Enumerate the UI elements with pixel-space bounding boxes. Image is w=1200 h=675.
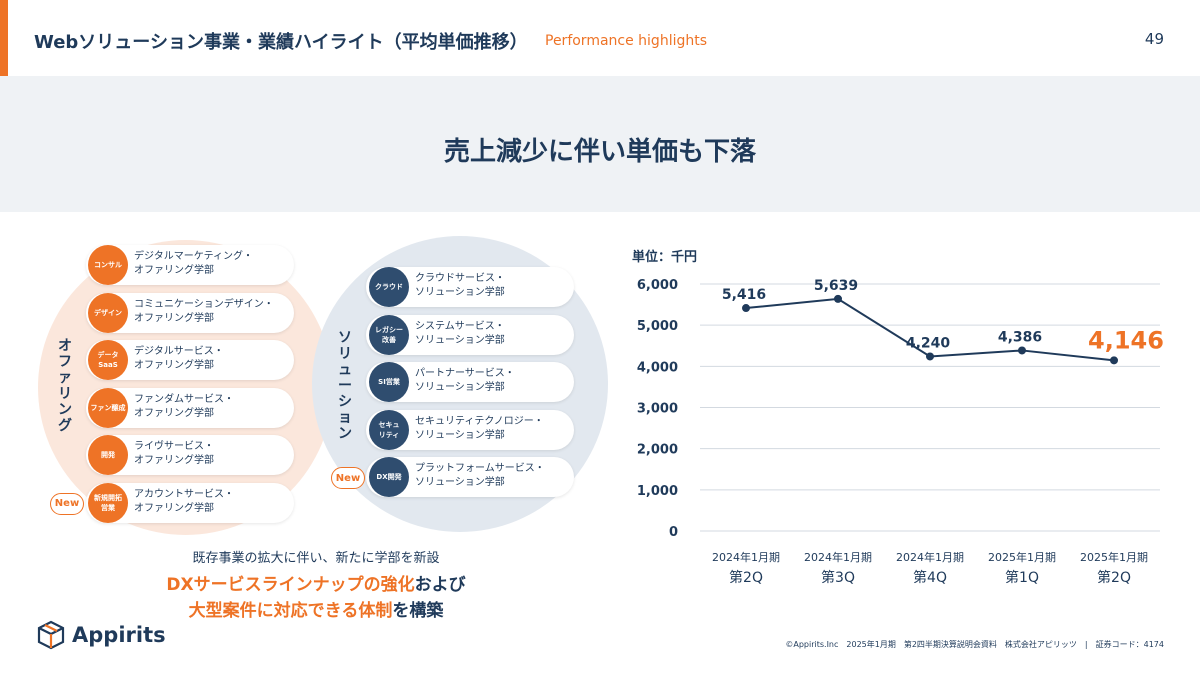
solution-vertical-label: ソリューション <box>336 330 354 442</box>
x-tick-label-quarter: 第3Q <box>821 569 855 586</box>
vertical-label-char: リ <box>338 346 352 362</box>
offering-item-label: デジタルマーケティング・ オファリング学部 <box>134 251 253 276</box>
offering-item-badge: データ SaaS <box>88 340 128 380</box>
x-tick-label-period: 2025年1月期 <box>1080 550 1148 564</box>
footer-text: ©Appirits.Inc 2025年1月期 第2四半期決算説明会資料 株式会社… <box>785 640 1164 649</box>
solution-item-label: クラウドサービス・ ソリューション学部 <box>415 273 505 298</box>
data-point <box>834 294 842 303</box>
headline-text: 売上減少に伴い単価も下落 <box>443 137 756 167</box>
company-logo: Appirits <box>36 620 166 650</box>
x-tick-label-quarter: 第2Q <box>1097 569 1131 586</box>
data-label: 4,386 <box>998 329 1042 345</box>
offering-item-label: ライヴサービス・ オファリング学部 <box>134 441 214 466</box>
solution-item-label: セキュリティテクノロジー・ ソリューション学部 <box>415 415 544 441</box>
solution-item-badge: セキュ リティ <box>369 409 409 450</box>
vertical-label-char: フ <box>58 354 72 370</box>
data-point <box>742 304 750 313</box>
y-tick-label: 5,000 <box>637 319 678 334</box>
solution-item-badge: レガシー 改善 <box>369 314 409 355</box>
x-tick-label-quarter: 第4Q <box>913 569 947 586</box>
y-tick-label: 3,000 <box>637 402 678 417</box>
data-label: 4,240 <box>906 335 951 351</box>
offering-item-label: コミュニケーションデザイン・ オファリング学部 <box>134 298 274 324</box>
x-tick-label-period: 2024年1月期 <box>896 550 964 564</box>
page-subtitle: Performance highlights <box>545 33 708 49</box>
x-tick-label-period: 2024年1月期 <box>804 550 872 564</box>
caption-line1: 既存事業の拡大に伴い、新たに学部を新設 <box>192 551 440 566</box>
offering-vertical-label: オファリング <box>56 338 74 434</box>
vertical-label-char: リ <box>58 386 72 402</box>
chart-unit-label: 単位：千円 <box>632 250 698 265</box>
vertical-label-char: ン <box>58 402 72 418</box>
logo-text: Appirits <box>72 623 166 647</box>
vertical-label-char: ョ <box>338 410 352 426</box>
y-tick-label: 2,000 <box>637 443 678 458</box>
solution-item-label: システムサービス・ ソリューション学部 <box>415 320 505 346</box>
vertical-label-char: シ <box>338 394 352 410</box>
data-point <box>1018 346 1026 355</box>
data-label: 5,639 <box>814 278 858 294</box>
y-tick-label: 0 <box>669 525 678 540</box>
offering-item-label: ファンダムサービス・ オファリング学部 <box>134 393 234 419</box>
solution-item-badge: DX開発 <box>369 457 409 497</box>
offering-item-badge: ファン醸成 <box>88 387 128 428</box>
new-tag: New <box>331 467 365 489</box>
caption-line2-rest: および <box>414 575 466 595</box>
vertical-label-char: ン <box>338 426 352 442</box>
caption-line3: 大型案件に対応できる体制を構築 <box>96 596 536 621</box>
page-title: Webソリューション事業・業績ハイライト（平均単価推移） <box>34 32 528 53</box>
caption-line3-rest: を構築 <box>392 601 444 621</box>
data-point <box>1110 356 1118 365</box>
offering-item-badge: デザイン <box>88 292 128 333</box>
offering-item-label: デジタルサービス・ オファリング学部 <box>134 346 224 371</box>
vertical-label-char: オ <box>58 338 72 354</box>
caption-line2: DXサービスラインナップの強化および <box>96 570 536 595</box>
x-tick-label-quarter: 第1Q <box>1005 569 1039 586</box>
caption-line3-highlight: 大型案件に対応できる体制 <box>188 601 393 621</box>
vertical-label-char: ァ <box>58 370 72 386</box>
y-tick-label: 4,000 <box>637 360 678 375</box>
offering-item-badge: 開発 <box>88 435 128 475</box>
data-label: 4,146 <box>1088 326 1164 354</box>
x-tick-label-quarter: 第2Q <box>729 569 763 586</box>
offering-item-badge: 新規開拓 営業 <box>88 482 128 523</box>
vertical-label-char: ソ <box>338 330 352 346</box>
header-accent-bar <box>0 0 8 76</box>
vertical-label-char: ュ <box>338 362 352 378</box>
unit-price-line-chart: 0 1,000 2,000 3,000 4,000 5,000 6,000 5,416 2024… <box>637 278 1164 586</box>
data-label: 5,416 <box>722 287 766 303</box>
x-tick-label-period: 2024年1月期 <box>712 550 780 564</box>
vertical-label-char: ー <box>338 378 352 394</box>
page-number: 49 <box>1144 30 1164 48</box>
offering-item-label: アカウントサービス・ オファリング学部 <box>134 488 234 514</box>
x-tick-label-period: 2025年1月期 <box>988 550 1056 564</box>
appirits-cube-icon <box>37 620 65 650</box>
offering-item-badge: コンサル <box>88 245 128 285</box>
y-tick-label: 1,000 <box>637 484 678 499</box>
vertical-label-char: グ <box>58 418 72 434</box>
y-tick-label: 6,000 <box>637 278 678 293</box>
new-tag: New <box>50 492 84 515</box>
solution-item-label: プラットフォームサービス・ ソリューション学部 <box>415 463 545 488</box>
headline-banner <box>0 76 1200 212</box>
caption-line2-highlight: DXサービスラインナップの強化 <box>166 575 415 595</box>
solution-item-badge: SI営業 <box>369 362 409 402</box>
solution-item-label: パートナーサービス・ ソリューション学部 <box>415 368 515 393</box>
solution-item-badge: クラウド <box>369 267 409 307</box>
data-point <box>926 352 934 361</box>
